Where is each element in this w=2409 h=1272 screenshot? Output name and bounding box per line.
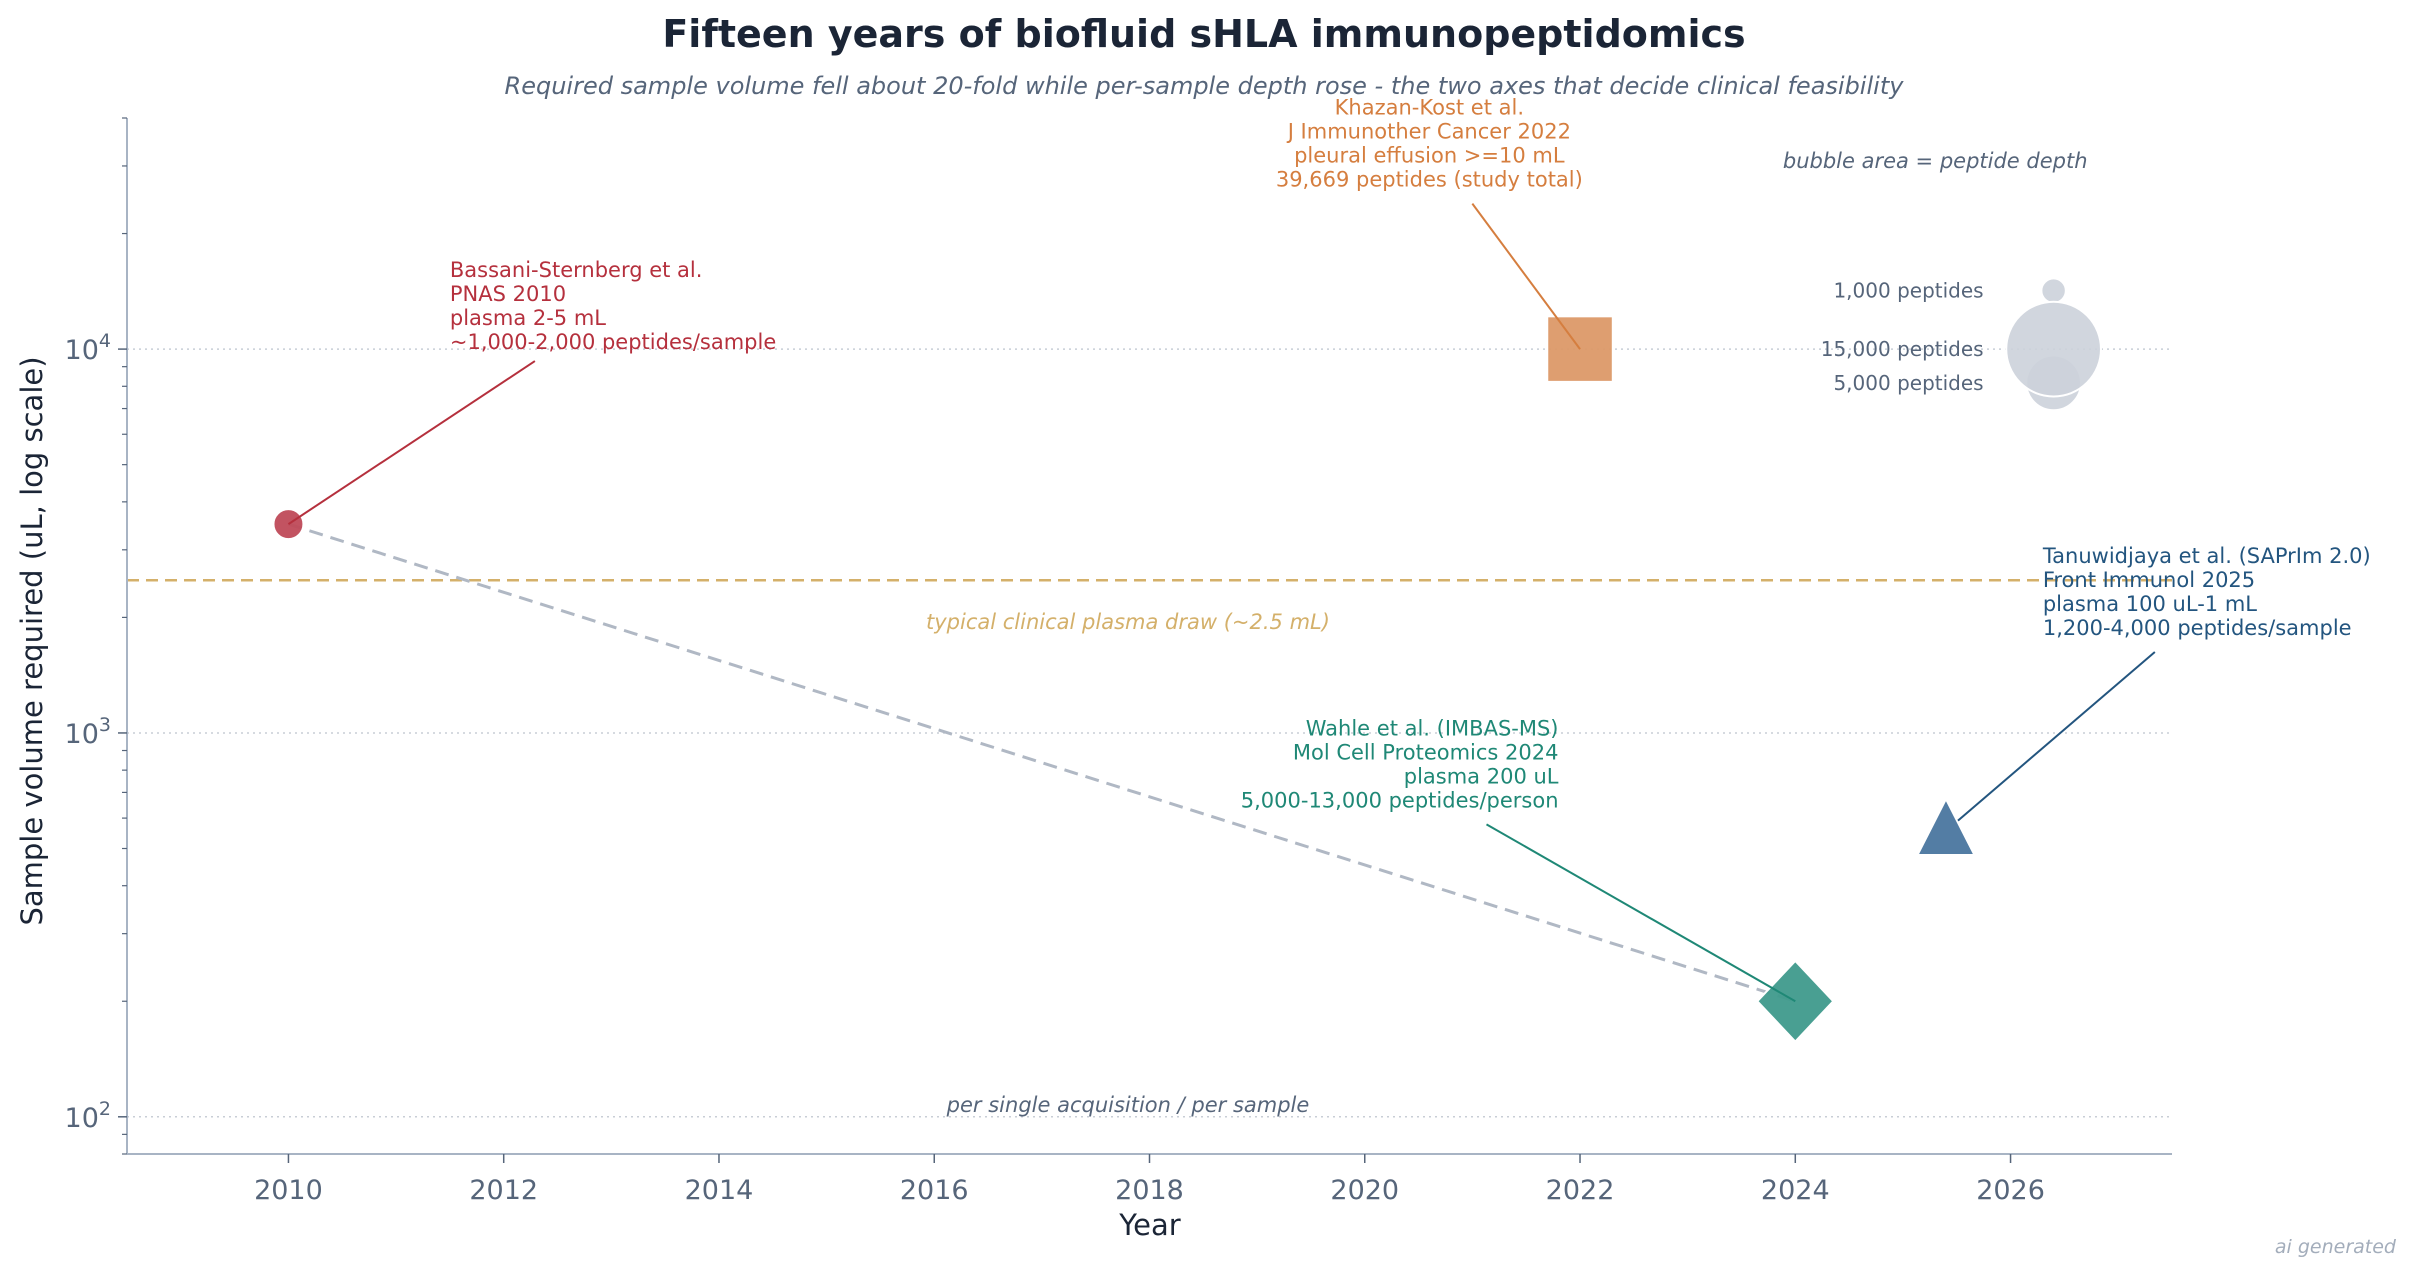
leader-line-tanuwidjaya xyxy=(1957,651,2156,822)
x-tick-label-2018: 2018 xyxy=(1115,1175,1184,1206)
trend-line-group xyxy=(287,522,1796,1003)
size-legend-bubble xyxy=(2005,300,2102,398)
size-legend-label: 5,000 peptides xyxy=(1833,371,1983,395)
size-legend-bubble xyxy=(2040,277,2067,304)
x-axis-label: Year xyxy=(1118,1208,1180,1242)
footnote-per-sample: per single acquisition / per sample xyxy=(946,1093,1310,1117)
x-tick-label-2012: 2012 xyxy=(469,1175,538,1206)
x-tick-label-2026: 2026 xyxy=(1976,1175,2045,1206)
y-tick-label-10000: 104 xyxy=(65,330,111,366)
data-points xyxy=(272,315,1977,1044)
gridlines xyxy=(127,348,2172,1118)
size-legend-label: 15,000 peptides xyxy=(1821,337,1984,361)
size-legend-label: 1,000 peptides xyxy=(1833,279,1983,303)
point-khazan xyxy=(1546,315,1614,383)
chart-title: Fifteen years of biofluid sHLA immunopep… xyxy=(662,12,1745,56)
reference-line-group: typical clinical plasma draw (~2.5 mL) xyxy=(127,578,2172,634)
x-tick-label-2016: 2016 xyxy=(900,1175,969,1206)
x-tick-label-2024: 2024 xyxy=(1761,1175,1830,1206)
size-legend-title: bubble area = peptide depth xyxy=(1783,149,2088,173)
leader-line-bassani xyxy=(287,360,536,525)
trend-line xyxy=(287,522,1796,1003)
annotation-bassani: Bassani-Sternberg et al. PNAS 2010 plasma … xyxy=(450,258,776,354)
chart-subtitle: Required sample volume fell about 20-fol… xyxy=(505,72,1905,100)
y-axis-label: Sample volume required (uL, log scale) xyxy=(15,356,49,925)
annotation-wahle: Wahle et al. (IMBAS-MS) Mol Cell Proteomi… xyxy=(1241,716,1559,812)
y-tick-label-1000: 103 xyxy=(65,714,111,750)
point-tanuwidjaya xyxy=(1915,796,1977,856)
leader-line-khazan xyxy=(1471,203,1581,350)
x-tick-label-2022: 2022 xyxy=(1546,1175,1615,1206)
reference-line-label: typical clinical plasma draw (~2.5 mL) xyxy=(926,610,1330,634)
axes: 2010 2012 2014 2016 2018 2020 2022 2024 2026 102 1… xyxy=(65,117,2172,1206)
leader-line-wahle xyxy=(1486,823,1796,1003)
x-tick-label-2014: 2014 xyxy=(685,1175,754,1206)
size-legend: bubble area = peptide depth 1,000 peptide… xyxy=(1783,149,2102,412)
x-tick-label-2020: 2020 xyxy=(1330,1175,1399,1206)
annotation-khazan: Khazan-Kost et al. J Immunother Cancer 20… xyxy=(1276,96,1583,192)
watermark: ai generated xyxy=(2275,1236,2397,1258)
x-tick-label-2010: 2010 xyxy=(254,1175,323,1206)
annotation-tanuwidjaya: Tanuwidjaya et al. (SAPrIm 2.0) Front Imm… xyxy=(2042,544,2371,640)
y-tick-label-100: 102 xyxy=(65,1098,111,1134)
annotations: Bassani-Sternberg et al. PNAS 2010 plasma … xyxy=(287,96,2371,1003)
